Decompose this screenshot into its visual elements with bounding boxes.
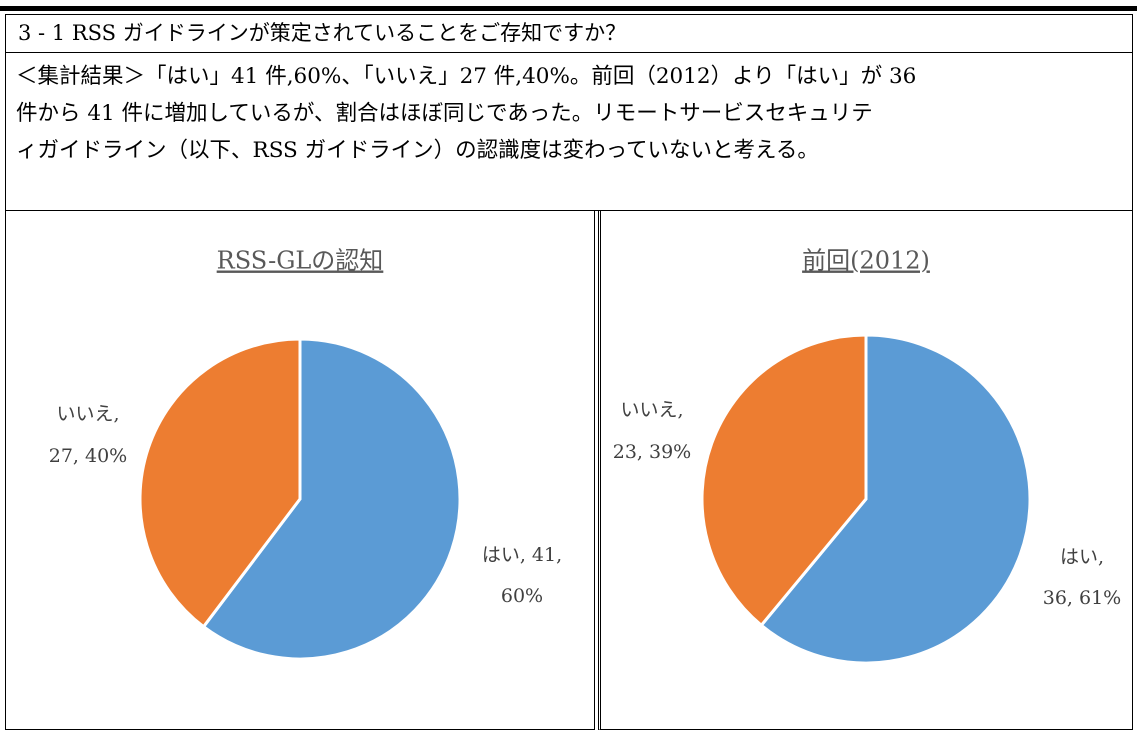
data-label: いいえ, xyxy=(620,399,683,421)
data-label: 36, 61% xyxy=(1043,587,1122,609)
pie-slice xyxy=(759,333,1032,665)
top-rule xyxy=(0,6,1137,11)
data-label: 27, 40% xyxy=(49,445,128,467)
pie-slice xyxy=(700,333,868,628)
pie-slice xyxy=(201,337,462,661)
summary-line: 件から 41 件に増加しているが、割合はほぼ同じであった。リモートサービスセキュ… xyxy=(16,101,873,126)
pie-slice xyxy=(138,337,302,629)
data-label: 23, 39% xyxy=(613,441,692,463)
data-label: いいえ, xyxy=(56,403,119,425)
chart-title: 前回(2012) xyxy=(802,247,930,275)
summary-line: ィガイドライン（以下、RSS ガイドライン）の認識度は変わっていないと考える。 xyxy=(16,138,819,163)
summary-line: ＜集計結果＞「はい」41 件,60%、「いいえ」27 件,40%。前回（2012… xyxy=(16,64,917,89)
data-label: はい, xyxy=(1060,546,1104,568)
chart-title: RSS-GLの認知 xyxy=(217,247,384,275)
data-label: 60% xyxy=(501,585,543,607)
data-label: はい, 41, xyxy=(482,544,562,566)
